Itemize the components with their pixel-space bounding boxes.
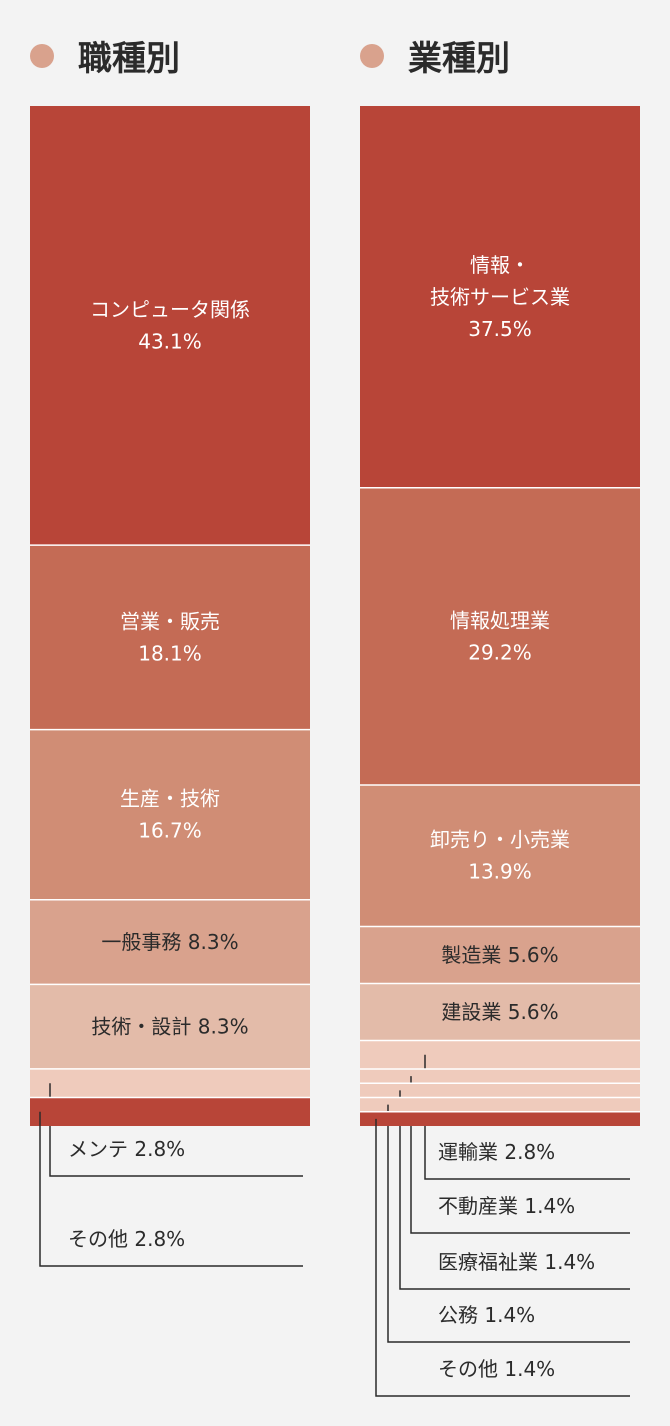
- segment-value-label: 37.5%: [468, 317, 532, 341]
- chart-title-dot-icon: [360, 44, 384, 68]
- bar-segment: [360, 926, 640, 984]
- segment-label: 技術・設計 8.3%: [91, 1015, 248, 1039]
- chart-title: 職種別: [78, 39, 180, 79]
- bar-segment: [360, 487, 640, 785]
- leader-line: [399, 1090, 630, 1290]
- bar-segment: [360, 1040, 640, 1069]
- segment-value-label: 29.2%: [468, 640, 532, 664]
- segment-value-label: 16.7%: [138, 819, 202, 843]
- bar-segment: [360, 784, 640, 927]
- segment-label: 情報処理業: [450, 608, 550, 632]
- segment-value-label: 43.1%: [138, 330, 202, 354]
- chart-title-dot-icon: [30, 44, 54, 68]
- leader-line: [387, 1104, 630, 1343]
- bar-segment: [30, 1097, 310, 1126]
- segment-label: 技術サービス業: [430, 285, 570, 309]
- segment-callout-label: 運輸業 2.8%: [438, 1140, 555, 1164]
- segment-callout-label: 医療福祉業 1.4%: [438, 1250, 595, 1274]
- bar-segment: [30, 984, 310, 1069]
- bar-segment: [30, 1068, 310, 1098]
- bar-segment: [360, 106, 640, 488]
- bar-segment: [360, 1111, 640, 1126]
- bar-segment: [360, 1083, 640, 1098]
- segment-label: コンピュータ関係: [90, 298, 250, 322]
- segment-label: 営業・販売: [120, 609, 220, 633]
- segment-label: 卸売り・小売業: [430, 828, 570, 852]
- segment-label: 一般事務 8.3%: [101, 930, 238, 954]
- chart-title: 業種別: [408, 39, 510, 79]
- segment-callout-label: その他 1.4%: [438, 1357, 555, 1381]
- segment-callout-label: メンテ 2.8%: [68, 1137, 185, 1161]
- bar-segment: [360, 1068, 640, 1084]
- bar-segment: [360, 983, 640, 1041]
- segment-label: 情報・: [470, 253, 530, 277]
- leader-line: [410, 1076, 630, 1234]
- segment-label: 製造業 5.6%: [441, 943, 558, 967]
- segment-value-label: 13.9%: [468, 860, 532, 884]
- bar-segment: [30, 106, 310, 546]
- segment-label: 建設業 5.6%: [441, 1000, 558, 1024]
- bar-segment: [30, 729, 310, 900]
- segment-value-label: 18.1%: [138, 641, 202, 665]
- segment-callout-label: その他 2.8%: [68, 1227, 185, 1251]
- bar-segment: [360, 1097, 640, 1112]
- bar-segment: [30, 899, 310, 985]
- leader-line: [39, 1111, 303, 1267]
- segment-label: 生産・技術: [120, 787, 220, 811]
- bar-segment: [30, 545, 310, 730]
- leader-line: [375, 1118, 630, 1397]
- segment-callout-label: 不動産業 1.4%: [438, 1194, 575, 1218]
- segment-callout-label: 公務 1.4%: [438, 1303, 535, 1327]
